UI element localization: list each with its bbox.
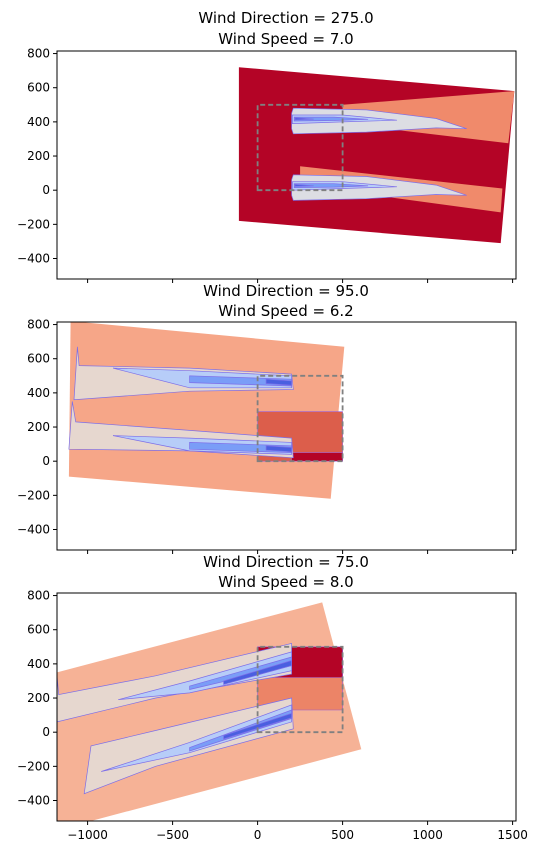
wake-band-1	[342, 91, 515, 144]
panel-3-title-line2: Wind Speed = 8.0	[218, 573, 353, 591]
y-tick-label: 800	[27, 318, 50, 332]
y-tick-label: 0	[42, 183, 50, 197]
wake-contour-4	[294, 117, 314, 121]
panel-1: Wind Direction = 275.0 Wind Speed = 7.0 …	[17, 9, 517, 283]
panel-3-frame	[56, 592, 517, 822]
wake-contour-3	[293, 116, 369, 122]
panel-2: Wind Direction = 95.0 Wind Speed = 6.2 −…	[17, 282, 517, 554]
y-tick-label: 600	[27, 81, 50, 95]
x-tick-label: −1000	[67, 828, 108, 842]
y-tick-label: 800	[27, 589, 50, 603]
wake-contour-8	[223, 712, 292, 740]
panel-1-plot-area	[238, 67, 515, 244]
x-tick-label: −500	[156, 828, 189, 842]
boundary-box	[256, 374, 344, 463]
flow-domain	[238, 67, 515, 244]
panel-2-y-axis: −400 −200 0 200 400 600 800	[17, 318, 57, 537]
y-tick-label: −400	[17, 252, 50, 266]
y-tick-label: 0	[42, 454, 50, 468]
x-tick-label: 500	[331, 828, 354, 842]
y-tick-label: 400	[27, 386, 50, 400]
y-tick-label: −200	[17, 759, 50, 773]
velocity-patch-2	[291, 452, 343, 462]
boundary-box	[256, 103, 344, 192]
panel-2-title-line2: Wind Speed = 6.2	[218, 302, 353, 320]
y-tick-label: 800	[27, 47, 50, 61]
y-tick-label: 600	[27, 352, 50, 366]
panel-1-title-line1: Wind Direction = 275.0	[198, 9, 373, 27]
y-tick-label: 600	[27, 623, 50, 637]
y-tick-label: −400	[17, 523, 50, 537]
wake-contour-8	[265, 445, 292, 453]
panel-1-title-line2: Wind Speed = 7.0	[218, 30, 353, 48]
wake-contour-7	[293, 183, 369, 188]
flow-domain	[68, 322, 345, 499]
panel-3-title-line1: Wind Direction = 75.0	[203, 553, 369, 571]
panel-1-frame	[56, 50, 517, 280]
panel-1-x-tick-marks	[87, 279, 514, 283]
wake-contour-4	[265, 378, 292, 386]
panel-3: Wind Direction = 75.0 Wind Speed = 8.0 −…	[17, 553, 528, 842]
x-tick-label: 1000	[412, 828, 443, 842]
x-tick-label: 1500	[497, 828, 528, 842]
panel-2-title-line1: Wind Direction = 95.0	[203, 282, 369, 300]
flow-domain	[57, 602, 362, 821]
boundary-box	[256, 645, 344, 734]
y-tick-label: 200	[27, 149, 50, 163]
y-tick-label: 400	[27, 115, 50, 129]
y-tick-label: 200	[27, 691, 50, 705]
panel-2-plot-area	[68, 322, 345, 499]
y-tick-label: −200	[17, 217, 50, 231]
y-tick-label: 0	[42, 725, 50, 739]
x-tick-label: 0	[254, 828, 262, 842]
panel-2-x-tick-marks	[87, 550, 514, 554]
panel-1-y-axis: −400 −200 0 200 400 600 800	[17, 47, 57, 266]
panel-3-plot-area	[57, 602, 362, 821]
y-tick-label: −400	[17, 794, 50, 808]
y-tick-label: 200	[27, 420, 50, 434]
wake-contour-8	[294, 184, 314, 187]
panel-3-y-axis: −400 −200 0 200 400 600 800	[17, 589, 57, 808]
y-tick-label: 400	[27, 657, 50, 671]
panel-2-frame	[56, 321, 517, 551]
panel-3-x-axis: −1000 −500 0 500 1000 1500	[67, 821, 528, 842]
y-tick-label: −200	[17, 488, 50, 502]
